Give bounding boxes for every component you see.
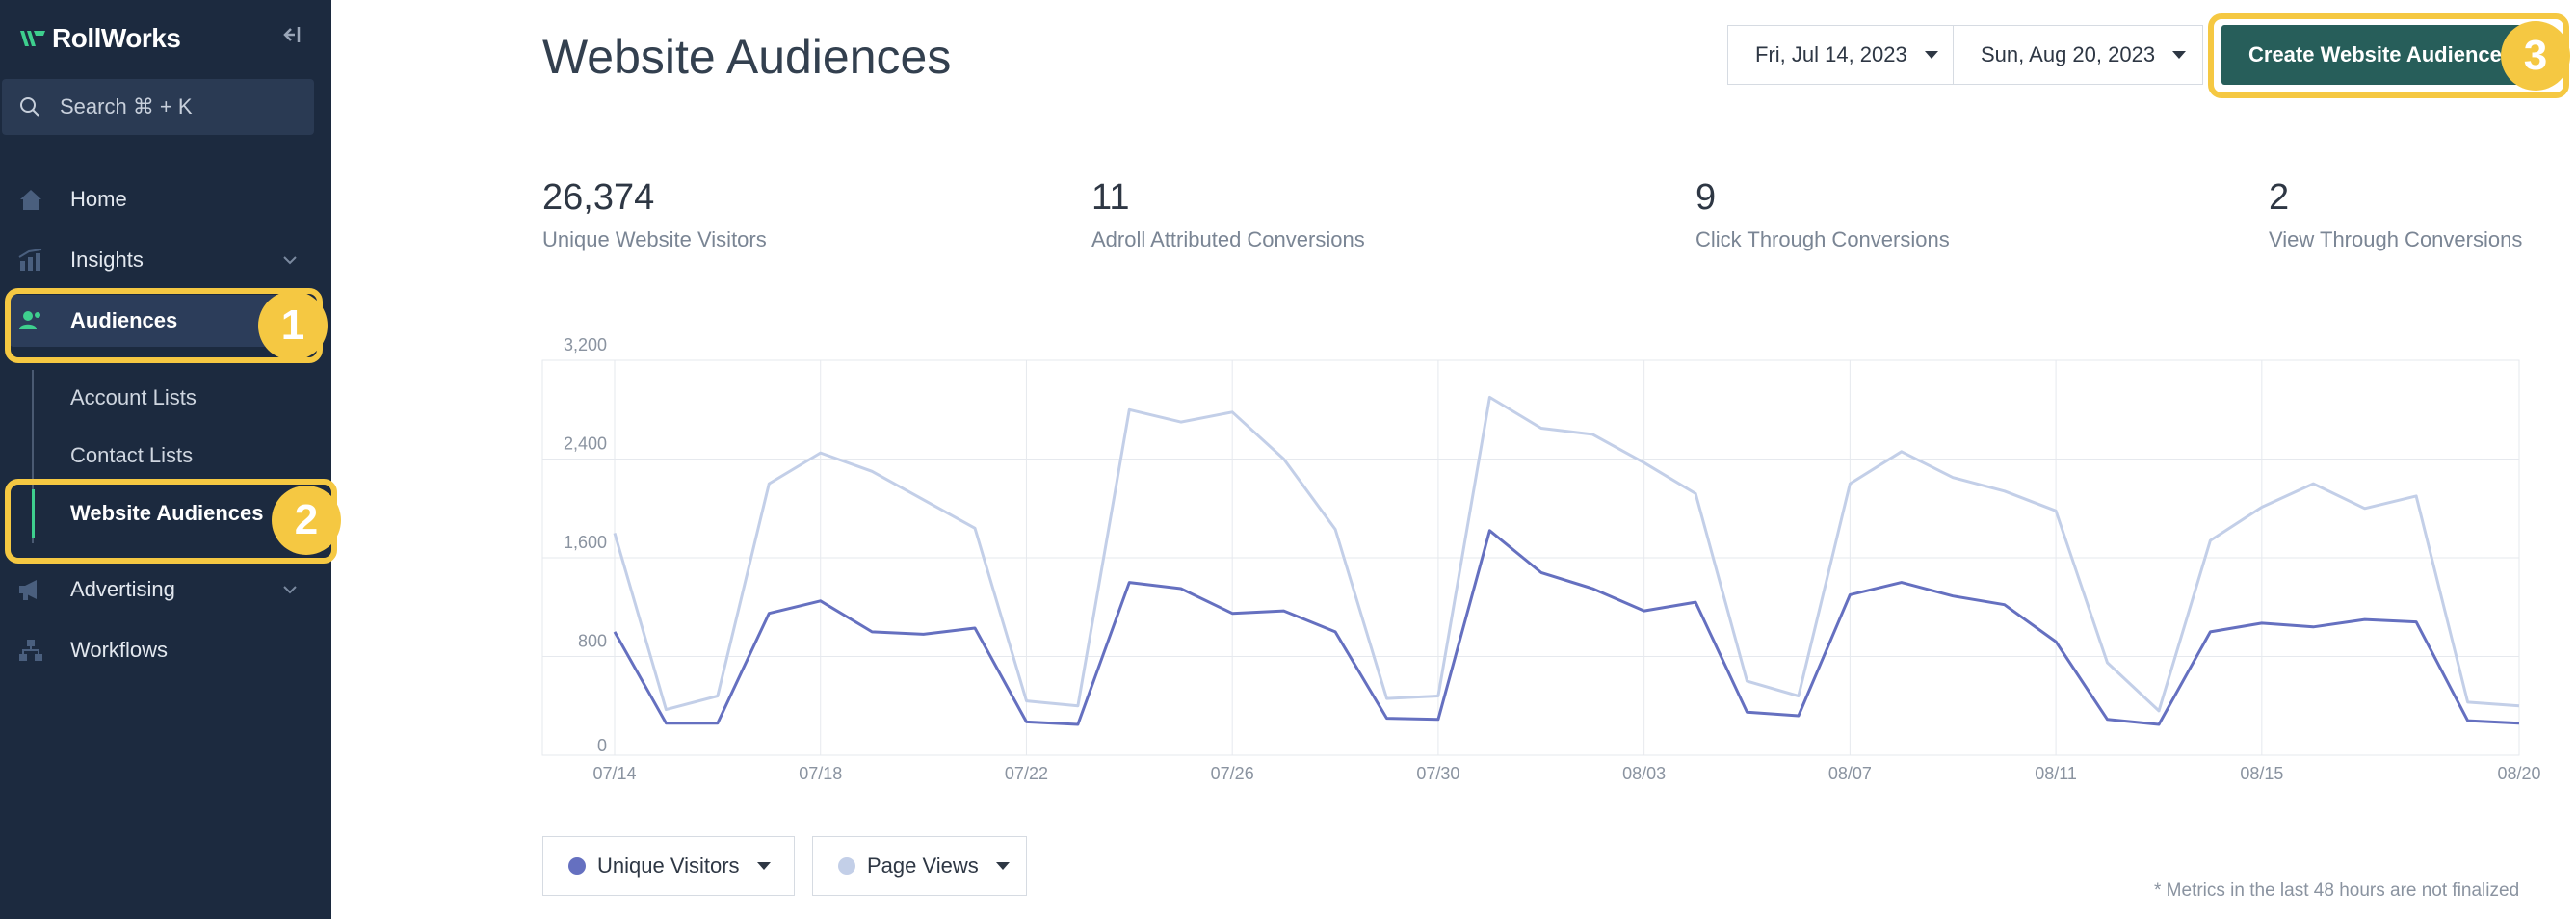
caret-down-icon	[995, 862, 1010, 870]
series-line-unique-visitors	[613, 529, 2520, 726]
nav-label-insights: Insights	[70, 248, 144, 272]
step-badge-1: 1	[258, 291, 328, 360]
caret-down-icon	[2172, 51, 2187, 59]
y-tick-label: 2,400	[564, 434, 607, 454]
x-tick-label: 08/11	[2035, 764, 2077, 783]
metrics-footnote: * Metrics in the last 48 hours are not f…	[2154, 880, 2520, 901]
x-tick-label: 08/03	[1622, 764, 1666, 783]
submenu-active-indicator	[32, 489, 35, 538]
stat-label-unique-visitors: Unique Website Visitors	[542, 227, 767, 251]
sidebar-item-contact-lists[interactable]: Contact Lists	[70, 443, 194, 467]
audiences-icon	[17, 307, 44, 334]
x-tick-label: 08/15	[2240, 764, 2283, 783]
stat-label-adroll-conversions: Adroll Attributed Conversions	[1091, 227, 1365, 251]
chevron-down-icon	[281, 251, 299, 269]
legend-page-views-button[interactable]: Page Views	[812, 836, 1027, 896]
chevron-down-icon	[281, 581, 299, 598]
nav-item-insights[interactable]: Insights	[0, 234, 331, 286]
sidebar: RollWorks Search ⌘ + K Home	[0, 0, 331, 919]
x-tick-label: 07/18	[799, 764, 842, 783]
nav-item-audiences-active-bg	[10, 295, 299, 347]
submenu-line	[32, 370, 34, 543]
sidebar-item-website-audiences[interactable]: Website Audiences	[70, 501, 264, 525]
nav-item-advertising[interactable]: Advertising	[0, 564, 331, 616]
rollworks-logo-icon	[20, 31, 45, 46]
start-date-picker[interactable]: Fri, Jul 14, 2023	[1727, 25, 1954, 85]
end-date-label: Sun, Aug 20, 2023	[1981, 42, 2156, 66]
series-line-page-views	[613, 395, 2520, 713]
stat-value-click-through: 9	[1695, 177, 1717, 218]
legend-unique-visitors-button[interactable]: Unique Visitors	[542, 836, 795, 896]
caret-down-icon	[756, 862, 771, 870]
page-views-dot-icon	[838, 857, 855, 875]
search-icon	[20, 97, 39, 117]
nav-item-workflows[interactable]: Workflows	[0, 624, 331, 676]
x-tick-label: 07/22	[1005, 764, 1048, 783]
y-tick-label: 800	[578, 632, 607, 651]
legend-page-views-label: Page Views	[867, 853, 979, 878]
home-icon	[17, 186, 44, 213]
logo-text: RollWorks	[52, 23, 181, 53]
caret-down-icon	[1924, 51, 1938, 59]
x-tick-label: 07/14	[592, 764, 636, 783]
megaphone-icon	[17, 576, 44, 603]
nav-label-advertising: Advertising	[70, 577, 175, 601]
collapse-sidebar-icon[interactable]	[279, 23, 302, 46]
nav-item-audiences[interactable]: Audiences	[0, 295, 331, 347]
step-badge-3: 3	[2501, 21, 2570, 91]
stat-value-adroll-conversions: 11	[1091, 177, 1130, 218]
stat-label-click-through: Click Through Conversions	[1695, 227, 1950, 251]
stat-value-unique-visitors: 26,374	[542, 177, 655, 218]
legend-unique-visitors-label: Unique Visitors	[597, 853, 740, 878]
nav-label-workflows: Workflows	[70, 638, 169, 662]
y-tick-label: 1,600	[564, 533, 607, 552]
step-badge-2: 2	[272, 486, 341, 555]
end-date-picker[interactable]: Sun, Aug 20, 2023	[1953, 25, 2203, 85]
x-tick-label: 07/26	[1211, 764, 1254, 783]
create-website-audience-button[interactable]: Create Website Audience	[2221, 25, 2539, 85]
unique-visitors-dot-icon	[568, 857, 586, 875]
x-tick-label: 07/30	[1416, 764, 1459, 783]
stat-value-view-through: 2	[2269, 177, 2290, 218]
x-tick-label: 08/20	[2497, 764, 2540, 783]
logo[interactable]: RollWorks	[19, 23, 181, 54]
nav-label-audiences: Audiences	[70, 308, 178, 332]
search-input[interactable]: Search ⌘ + K	[2, 79, 314, 135]
nav-item-home[interactable]: Home	[0, 173, 331, 225]
search-placeholder: Search ⌘ + K	[60, 94, 193, 118]
line-chart: 0 800 1,600 2,400 3,200 07/14 07/18 07/22 07/26 0…	[541, 335, 2541, 783]
page-title: Website Audiences	[542, 30, 952, 84]
workflows-icon	[17, 637, 44, 664]
nav-label-home: Home	[70, 187, 127, 211]
start-date-label: Fri, Jul 14, 2023	[1755, 42, 1907, 66]
y-tick-label: 3,200	[564, 335, 607, 354]
x-tick-label: 08/07	[1828, 764, 1872, 783]
y-tick-label: 0	[597, 736, 607, 755]
sidebar-item-account-lists[interactable]: Account Lists	[70, 385, 197, 409]
insights-icon	[17, 247, 44, 274]
stat-label-view-through: View Through Conversions	[2269, 227, 2523, 251]
